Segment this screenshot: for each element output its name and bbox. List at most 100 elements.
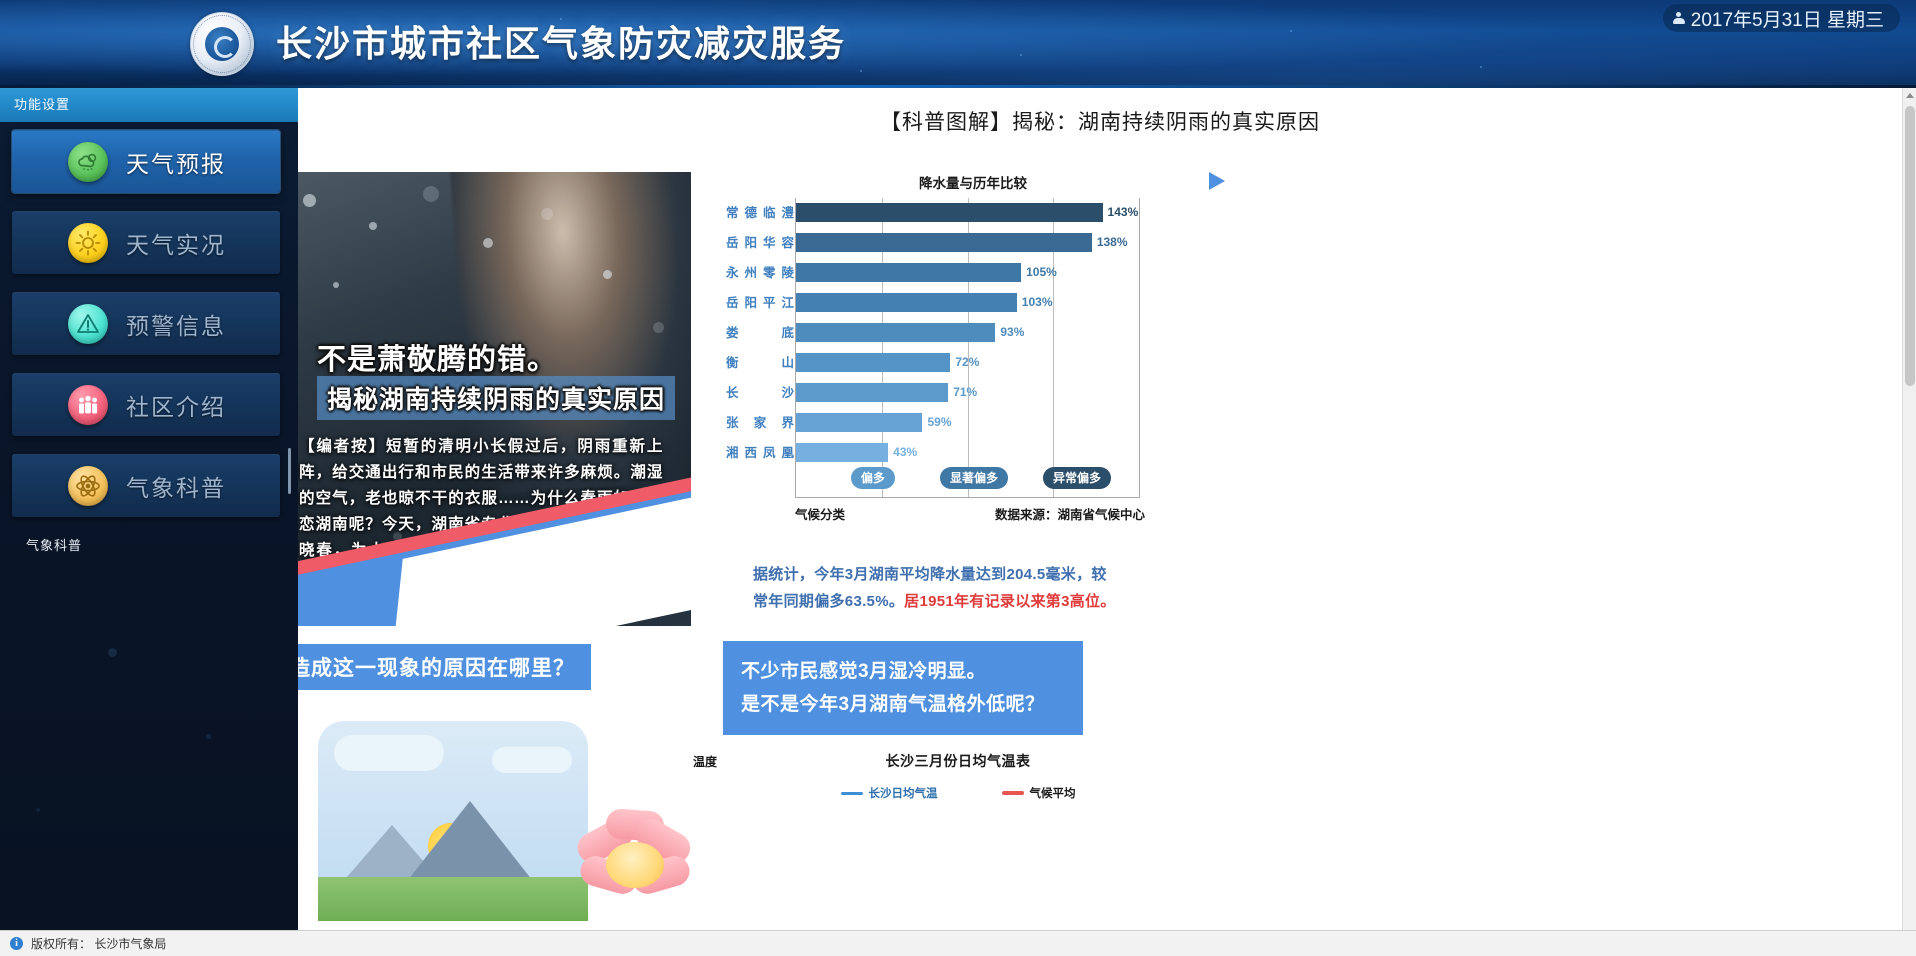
chart-category-label: 湘西凤凰 xyxy=(726,446,794,460)
chart-category-label: 长 沙 xyxy=(726,386,794,400)
card-line-2: 是不是今年3月湖南气温格外低呢？ xyxy=(741,694,1045,715)
chart-bar xyxy=(796,203,1103,222)
chart-bars: 常德临澧 143% 岳阳华容 138% 永州零陵 105% 岳阳平江 103% 娄 底 93% 衡 … xyxy=(726,198,1139,497)
chart-value-label: 143% xyxy=(1107,205,1139,219)
chart-value-label: 59% xyxy=(927,415,952,429)
chart-value-label: 105% xyxy=(1026,265,1057,279)
chart-source-note: 数据来源：湖南省气候中心 xyxy=(995,508,1146,522)
chart-bar-row: 岳阳华容 138% xyxy=(726,228,1139,258)
poster-headline-primary: 不是萧敬腾的错。 xyxy=(317,344,558,376)
chart-value-label: 103% xyxy=(1021,295,1053,309)
legend-line-icon xyxy=(840,791,863,795)
chart-bar-row: 永州零陵 105% xyxy=(726,258,1139,288)
main-scrollbar[interactable] xyxy=(1902,88,1916,956)
sidebar-item-community-intro[interactable]: 社区介绍 xyxy=(12,373,280,436)
precipitation-bar-chart: 降水量与历年比较 常德临澧 143% 岳阳华容 138% 永州零陵 105% 岳阳平江 103… xyxy=(723,172,1225,642)
page-footer: i 版权所有： 长沙市气象局 xyxy=(0,930,1916,956)
sidebar-item-label: 天气实况 xyxy=(126,232,226,258)
info-icon: i xyxy=(10,937,23,950)
sidebar-item-label: 天气预报 xyxy=(126,151,226,177)
stat-line-2: 常年同期偏多63.5%。 xyxy=(753,593,905,610)
poster-headline-secondary: 揭秘湖南持续阴雨的真实原因 xyxy=(317,376,676,420)
temperature-line-chart: 温度 长沙三月份日均气温表 长沙日均气温 气候平均 xyxy=(693,751,1193,801)
page-title: 【科普图解】揭秘：湖南持续阴雨的真实原因 xyxy=(880,110,1320,134)
stat-line-1: 据统计，今年3月湖南平均降水量达到204.5毫米，较 xyxy=(753,566,1107,583)
section-heading-cause: 造成这一现象的原因在哪里？ xyxy=(298,644,591,690)
chart-bar xyxy=(796,263,1022,282)
chart-corner-marker xyxy=(1209,172,1225,190)
statistics-paragraph: 据统计，今年3月湖南平均降水量达到204.5毫米，较 常年同期偏多63.5%。居… xyxy=(753,561,1173,615)
stat-highlight: 居1951年有记录以来第3高位。 xyxy=(904,593,1116,610)
sidebar-item-label: 预警信息 xyxy=(126,313,226,339)
chart-category-label: 娄 底 xyxy=(726,326,794,340)
user-icon xyxy=(1672,11,1685,25)
chart-value-label: 138% xyxy=(1096,235,1128,249)
chart-bar xyxy=(796,293,1017,312)
chart-title: 降水量与历年比较 xyxy=(919,176,1027,191)
chart-bar xyxy=(796,443,889,462)
cloud-sun-icon xyxy=(68,142,108,182)
page-header: 长沙市城市社区气象防灾减灾服务 2017年5月31日 星期三 xyxy=(0,0,1916,88)
temp-chart-title: 长沙三月份日均气温表 xyxy=(885,753,1031,769)
scrollbar-thumb[interactable] xyxy=(1905,106,1915,386)
chart-bar xyxy=(796,353,951,372)
date-text: 2017年5月31日 星期三 xyxy=(1690,9,1884,31)
date-display: 2017年5月31日 星期三 xyxy=(1662,4,1900,32)
chart-plot-area: 常德临澧 143% 岳阳华容 138% 永州零陵 105% 岳阳平江 103% 娄 底 93% 衡 … xyxy=(726,198,1140,498)
flower-illustration xyxy=(572,808,696,918)
sidebar-item-meteorology-science[interactable]: 气象科普 xyxy=(12,454,280,517)
section-card-temperature-question: 不少市民感觉3月湿冷明显。 是不是今年3月湖南气温格外低呢？ xyxy=(723,641,1083,735)
chart-bar-row: 常德临澧 143% xyxy=(726,198,1139,228)
legend-line-icon xyxy=(1001,791,1024,795)
scroll-up-button[interactable] xyxy=(1903,88,1916,103)
chart-axis-note: 气候分类 数据来源：湖南省气候中心 xyxy=(795,504,1145,523)
atom-icon xyxy=(68,466,108,506)
chart-bar-row: 衡 山 72% xyxy=(726,348,1139,378)
temp-chart-ylabel: 温度 xyxy=(693,755,718,769)
chart-bar-row: 湘西凤凰 43% xyxy=(726,438,1139,468)
article-body: 不是萧敬腾的错。 揭秘湖南持续阴雨的真实原因 【编者按】短暂的清明小长假过后，阴… xyxy=(298,136,1902,921)
sidebar: 功能设置 天气预报 天气实况 预警信息 xyxy=(0,88,298,956)
sidebar-scroll-indicator[interactable] xyxy=(288,448,291,494)
chart-legend-pill[interactable]: 偏多 xyxy=(850,467,895,489)
sidebar-panel-title: 功能设置 xyxy=(0,88,298,122)
sidebar-item-weather-live[interactable]: 天气实况 xyxy=(12,211,280,274)
card-line-1: 不少市民感觉3月湿冷明显。 xyxy=(741,661,987,682)
site-title: 长沙市城市社区气象防灾减灾服务 xyxy=(276,24,847,64)
chart-bar xyxy=(796,323,996,342)
sidebar-sub-label: 气象科普 xyxy=(26,538,83,553)
sidebar-item-warning-info[interactable]: 预警信息 xyxy=(12,292,280,355)
chart-bar-row: 娄 底 93% xyxy=(726,318,1139,348)
people-group-icon xyxy=(68,385,108,425)
temp-legend-item-normal: 气候平均 xyxy=(1001,785,1076,801)
chart-value-label: 93% xyxy=(1000,325,1025,339)
chart-legend-pill[interactable]: 异常偏多 xyxy=(1042,467,1111,489)
sidebar-item-label: 气象科普 xyxy=(126,475,226,501)
chart-category-label: 永州零陵 xyxy=(726,266,794,280)
chart-category-label: 衡 山 xyxy=(726,356,794,370)
warning-triangle-icon xyxy=(68,304,108,344)
temp-legend-label: 长沙日均气温 xyxy=(868,788,938,800)
sidebar-item-label: 社区介绍 xyxy=(126,394,226,420)
chart-category-label: 常德临澧 xyxy=(726,206,794,220)
chart-bar-row: 张家界 59% xyxy=(726,408,1139,438)
sidebar-menu: 天气预报 天气实况 预警信息 社区介绍 xyxy=(0,122,298,517)
chart-xlabel: 气候分类 xyxy=(795,508,846,522)
chart-category-label: 张家界 xyxy=(726,416,794,430)
chart-value-label: 72% xyxy=(955,355,980,369)
chart-legend: 偏多 显著偏多 异常偏多 xyxy=(796,467,1139,495)
chart-bar xyxy=(796,413,923,432)
chart-bar-row: 岳阳平江 103% xyxy=(726,288,1139,318)
chart-category-label: 岳阳华容 xyxy=(726,236,794,250)
chart-value-label: 43% xyxy=(893,445,918,459)
sidebar-item-weather-forecast[interactable]: 天气预报 xyxy=(12,130,280,193)
temp-legend-item-daily: 长沙日均气温 xyxy=(840,785,938,801)
chart-bar xyxy=(796,383,949,402)
chart-bar-row: 长 沙 71% xyxy=(726,378,1139,408)
chart-category-label: 岳阳平江 xyxy=(726,296,794,310)
chart-legend-pill[interactable]: 显著偏多 xyxy=(940,467,1009,489)
article-poster-image: 不是萧敬腾的错。 揭秘湖南持续阴雨的真实原因 【编者按】短暂的清明小长假过后，阴… xyxy=(298,172,691,626)
site-logo xyxy=(190,12,254,76)
chevron-up-icon xyxy=(1906,93,1914,98)
